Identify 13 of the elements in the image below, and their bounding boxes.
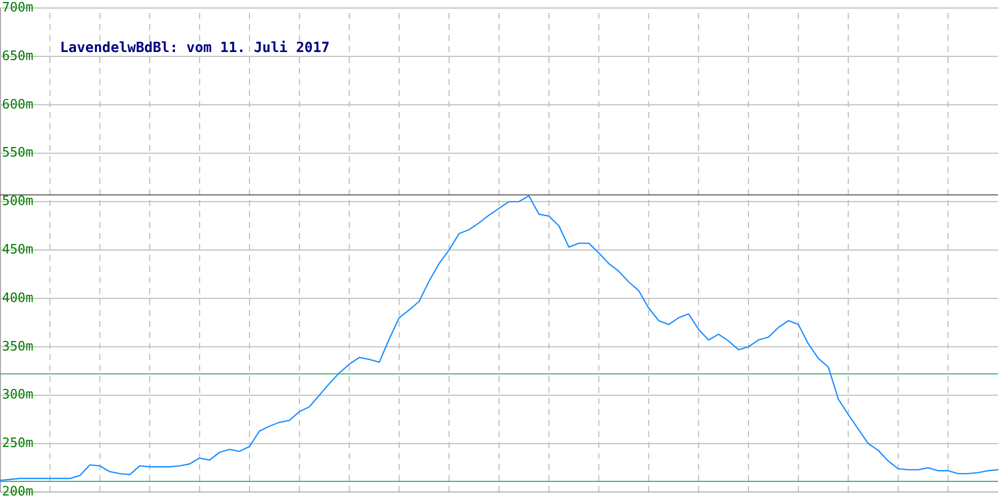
y-tick-label: 650m xyxy=(2,48,34,64)
y-tick-label: 350m xyxy=(2,339,34,354)
y-tick-label: 700m xyxy=(2,0,34,16)
y-tick-label: 500m xyxy=(2,194,34,210)
y-tick-label: 550m xyxy=(2,146,34,161)
line-series xyxy=(0,195,999,482)
y-tick-label: 300m xyxy=(2,388,34,403)
y-tick-label: 400m xyxy=(2,290,34,306)
text: LavendelwBdBl: vom 11. Juli 2017 xyxy=(60,40,330,56)
y-tick-label: 200m xyxy=(2,484,34,500)
y-tick-label: 250m xyxy=(2,436,34,452)
y-tick-label: 600m xyxy=(2,97,34,112)
y-tick-label: 450m xyxy=(2,242,34,258)
